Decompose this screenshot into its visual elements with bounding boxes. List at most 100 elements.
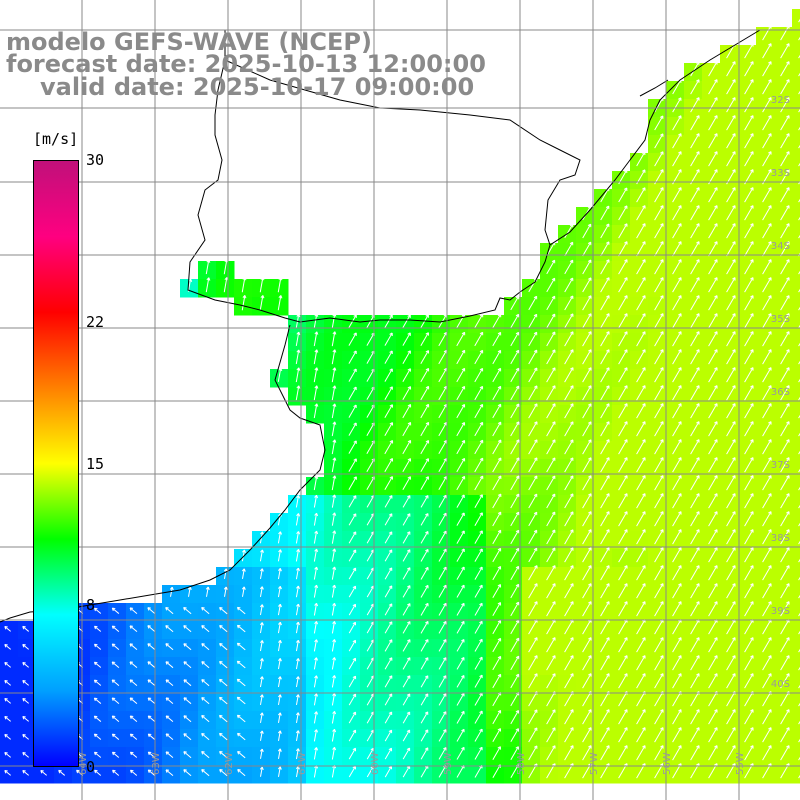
wind-arrow xyxy=(331,584,337,598)
wind-arrow xyxy=(564,385,574,401)
wind-arrow xyxy=(654,529,664,545)
wind-arrow xyxy=(147,607,156,615)
wind-arrow xyxy=(780,385,790,401)
wind-arrow xyxy=(564,637,574,653)
wind-arrow xyxy=(546,295,556,311)
wind-arrow xyxy=(564,331,574,347)
wind-arrow xyxy=(600,745,610,761)
latitude-label: 40S xyxy=(771,679,790,690)
wind-arrow xyxy=(780,205,790,221)
wind-arrow xyxy=(295,531,301,544)
wind-arrow xyxy=(528,295,538,311)
wind-arrow xyxy=(636,583,646,599)
wind-arrow xyxy=(510,313,520,329)
wind-arrow xyxy=(474,349,484,365)
wind-arrow xyxy=(313,530,319,544)
wind-arrow xyxy=(690,547,700,563)
wind-arrow xyxy=(744,223,754,239)
wind-arrow xyxy=(183,661,192,669)
wind-arrow xyxy=(654,511,664,527)
wind-arrow xyxy=(528,709,538,725)
wind-arrow xyxy=(582,673,592,689)
wind-arrow xyxy=(129,715,138,722)
wind-arrow xyxy=(726,439,736,455)
wind-arrow xyxy=(726,457,736,473)
wind-arrow xyxy=(510,637,520,653)
wind-arrow xyxy=(744,313,754,329)
wind-arrow xyxy=(672,403,682,419)
wind-arrow xyxy=(295,549,301,562)
wind-arrow xyxy=(762,223,772,239)
wind-arrow xyxy=(492,385,502,401)
wind-arrow xyxy=(618,493,628,509)
wind-arrow xyxy=(295,495,301,508)
wind-arrow xyxy=(618,727,628,743)
wind-arrow xyxy=(726,727,736,743)
wind-arrow xyxy=(564,367,574,383)
wind-arrow xyxy=(582,385,592,401)
wind-arrow xyxy=(726,187,736,203)
wind-arrow xyxy=(384,458,394,473)
wind-arrow xyxy=(474,512,483,526)
wind-arrow xyxy=(295,367,301,383)
wind-arrow xyxy=(22,625,30,632)
wind-arrow xyxy=(201,625,210,633)
wind-arrow xyxy=(348,440,357,454)
wind-arrow xyxy=(93,697,102,704)
wind-arrow xyxy=(744,565,754,581)
wind-arrow xyxy=(111,643,120,650)
wind-arrow xyxy=(582,529,592,545)
wind-arrow xyxy=(618,637,628,653)
wind-arrow xyxy=(690,583,700,599)
wind-arrow xyxy=(331,602,337,616)
longitude-label: 60W xyxy=(370,752,381,775)
wind-arrow xyxy=(582,493,592,509)
wind-arrow xyxy=(420,513,429,526)
wind-arrow xyxy=(564,439,574,455)
wind-arrow xyxy=(236,606,246,615)
wind-arrow xyxy=(672,349,682,365)
wind-arrow xyxy=(546,583,556,599)
wind-arrow xyxy=(708,637,718,653)
wind-arrow xyxy=(780,709,790,725)
wind-arrow xyxy=(528,601,538,617)
wind-arrow xyxy=(22,769,30,776)
wind-arrow xyxy=(762,727,772,743)
wind-speed-cell xyxy=(792,153,800,172)
wind-arrow xyxy=(564,223,574,239)
wind-arrow xyxy=(672,475,682,491)
wind-arrow xyxy=(744,547,754,563)
wind-arrow xyxy=(438,602,447,616)
wind-arrow xyxy=(564,295,574,311)
wind-arrow xyxy=(183,679,192,687)
wind-arrow xyxy=(384,549,393,562)
longitude-label: 59W xyxy=(443,752,454,775)
wind-arrow xyxy=(744,367,754,383)
wind-arrow xyxy=(726,277,736,293)
wind-arrow xyxy=(4,625,12,632)
wind-speed-cell xyxy=(792,315,800,334)
wind-arrow xyxy=(241,295,247,311)
wind-arrow xyxy=(744,187,754,203)
wind-arrow xyxy=(780,457,790,473)
wind-arrow xyxy=(762,439,772,455)
wind-arrow xyxy=(129,643,138,651)
wind-arrow xyxy=(618,547,628,563)
wind-arrow xyxy=(402,458,412,473)
wind-arrow xyxy=(528,565,538,581)
wind-arrow xyxy=(582,259,592,275)
wind-arrow xyxy=(564,709,574,725)
wind-speed-cell xyxy=(792,747,800,766)
wind-arrow xyxy=(402,567,411,580)
wind-speed-cell xyxy=(792,333,800,352)
wind-arrow xyxy=(236,660,246,669)
wind-arrow xyxy=(528,385,538,401)
wind-arrow xyxy=(402,657,411,670)
wind-arrow xyxy=(456,566,465,580)
wind-arrow xyxy=(690,403,700,419)
wind-arrow xyxy=(690,79,700,95)
wind-arrow xyxy=(780,277,790,293)
wind-arrow xyxy=(780,439,790,455)
wind-arrow xyxy=(780,727,790,743)
